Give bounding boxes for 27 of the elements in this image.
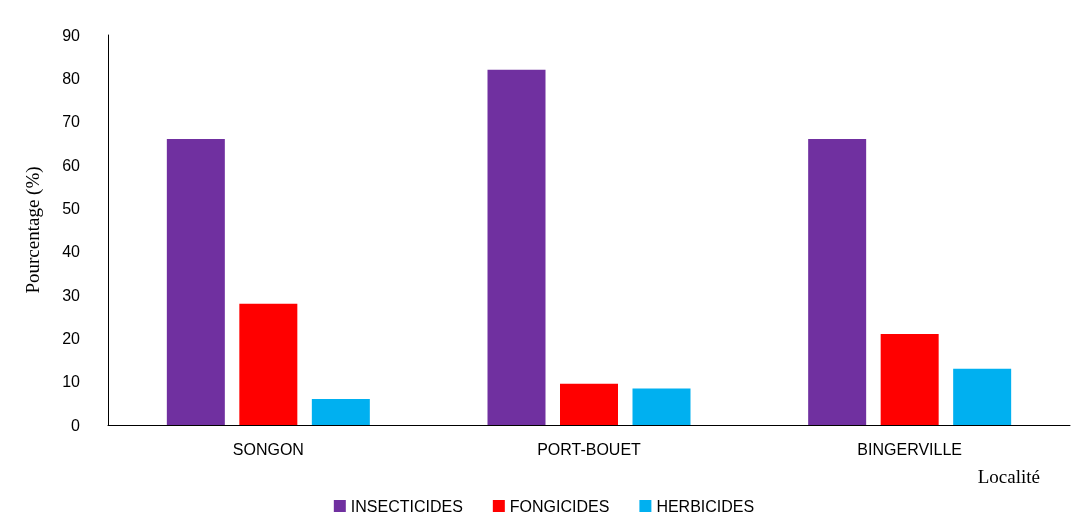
legend-label: INSECTICIDES <box>350 497 463 515</box>
y-tick-label: 70 <box>62 113 81 131</box>
y-tick-label: 20 <box>62 329 81 347</box>
bar <box>632 388 691 425</box>
bar <box>880 334 939 425</box>
bar <box>953 368 1012 425</box>
bar <box>808 139 867 425</box>
y-tick-label: 10 <box>62 373 81 391</box>
x-tick-label: BINGERVILLE <box>857 440 962 458</box>
legend-label: FONGICIDES <box>509 497 610 515</box>
y-tick-label: 80 <box>62 69 81 87</box>
y-tick-label: 50 <box>62 199 81 217</box>
bar <box>239 303 298 425</box>
y-tick-label: 0 <box>71 416 81 434</box>
bar <box>487 69 546 425</box>
bar <box>166 139 225 425</box>
y-tick-label: 40 <box>62 243 81 261</box>
x-tick-label: SONGON <box>232 440 304 458</box>
y-tick-label: 60 <box>62 156 81 174</box>
x-tick-label: PORT-BOUET <box>537 440 642 458</box>
bar <box>560 383 618 425</box>
y-axis-title: Pourcentage (%) <box>22 166 44 294</box>
y-tick-label: 90 <box>62 26 81 44</box>
legend-label: HERBICIDES <box>656 497 755 515</box>
x-axis-title: Localité <box>977 466 1040 487</box>
y-tick-label: 30 <box>62 286 81 304</box>
bar <box>311 399 370 425</box>
